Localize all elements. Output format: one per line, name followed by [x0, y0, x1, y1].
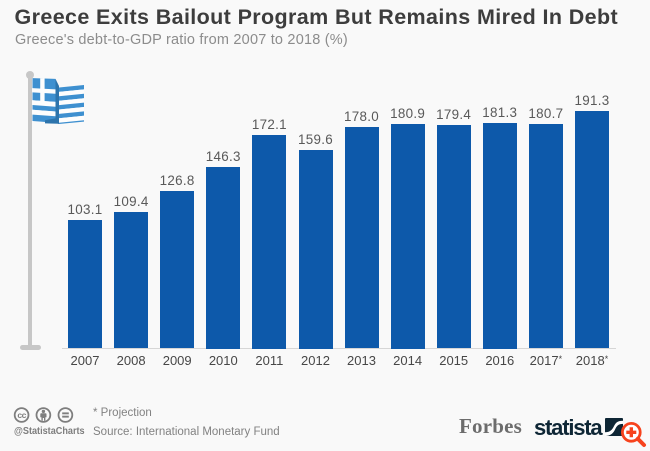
svg-text:cc: cc [17, 410, 26, 420]
